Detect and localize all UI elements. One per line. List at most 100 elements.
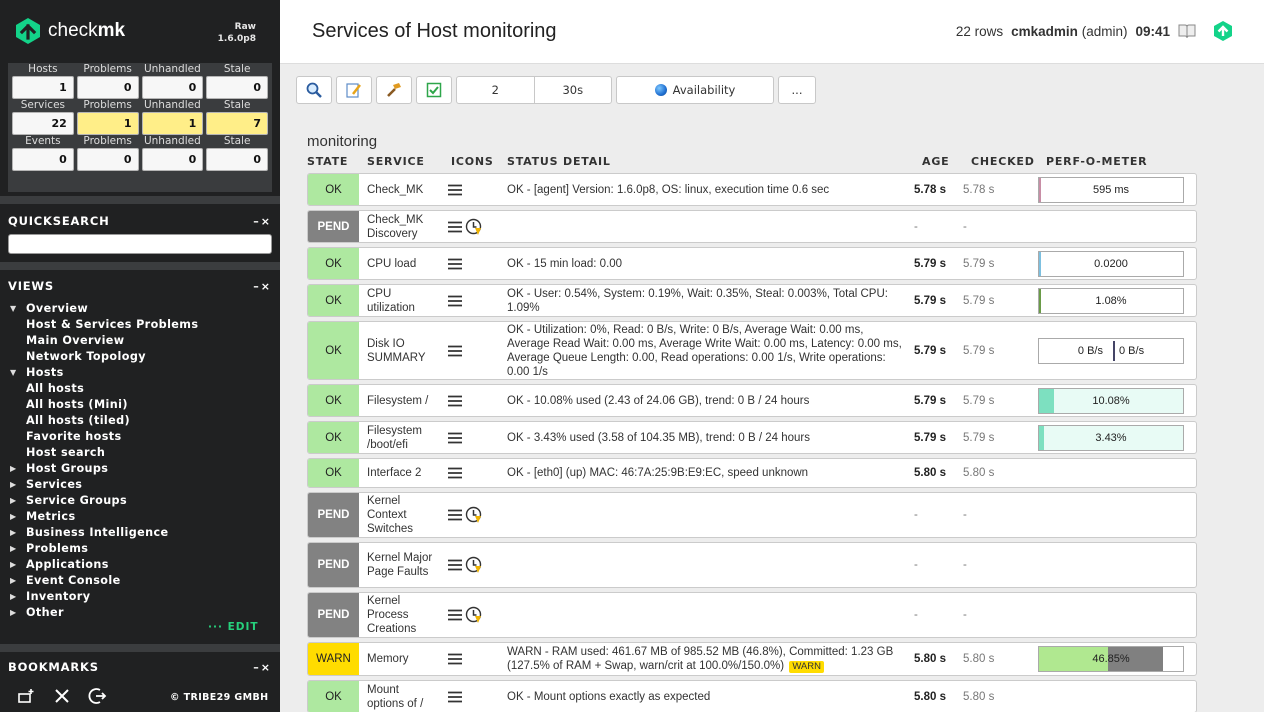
commands-button[interactable]	[376, 76, 412, 104]
menu-icon[interactable]	[447, 509, 463, 521]
views-folder[interactable]: ▶ Problems	[10, 541, 198, 557]
perf-o-meter[interactable]: 0 B/s 0 B/s	[1038, 337, 1184, 364]
service-name[interactable]: Mount options of /	[367, 683, 424, 710]
service-name[interactable]: Kernel Process Creations	[367, 595, 417, 635]
perf-o-meter[interactable]: 1.08%	[1038, 287, 1184, 314]
service-name[interactable]: CPU load	[367, 257, 417, 270]
service-name[interactable]: Kernel Major Page Faults	[367, 552, 433, 578]
stale-clock-icon[interactable]	[465, 218, 483, 236]
views-folder[interactable]: ▶ Business Intelligence	[10, 525, 198, 541]
views-link[interactable]: All hosts (tiled)	[26, 414, 131, 427]
menu-icon[interactable]	[447, 609, 463, 621]
stat-value[interactable]: 0	[206, 76, 268, 99]
stat-value[interactable]: 0	[76, 148, 139, 171]
stat-value[interactable]: 1	[141, 112, 204, 135]
views-folder[interactable]: ▶ Inventory	[10, 589, 198, 605]
stale-clock-icon[interactable]	[465, 606, 483, 624]
table-row[interactable]: OK CPU utilization OK - User: 0.54%, Sys…	[307, 284, 1197, 317]
col-age[interactable]: AGE	[922, 155, 950, 168]
service-name[interactable]: Check_MK	[367, 183, 424, 196]
table-row[interactable]: WARN Memory WARN - RAM used: 461.67 MB o…	[307, 642, 1197, 676]
snapin-controls[interactable]: –×	[253, 660, 272, 674]
service-name[interactable]: Filesystem /	[367, 394, 429, 407]
views-folder[interactable]: ▶ Other	[10, 605, 198, 621]
availability-button[interactable]: Availability	[616, 76, 774, 104]
search-button[interactable]	[296, 76, 332, 104]
service-name[interactable]: CPU utilization	[367, 287, 415, 314]
checkmk-logo[interactable]: checkmk	[14, 17, 125, 45]
checkbox-button[interactable]	[416, 76, 452, 104]
views-link[interactable]: All hosts	[26, 382, 85, 395]
checkmk-home-icon[interactable]	[1212, 20, 1234, 42]
menu-icon[interactable]	[447, 691, 463, 703]
col-state[interactable]: STATE	[307, 155, 349, 168]
table-row[interactable]: PEND Kernel Major Page Faults - -	[307, 542, 1197, 588]
user-info[interactable]: cmkadmin (admin)	[1011, 23, 1128, 39]
service-name[interactable]: Filesystem /boot/efi	[367, 424, 422, 451]
views-folder[interactable]: ▶ Services	[10, 477, 198, 493]
menu-icon[interactable]	[447, 432, 463, 444]
table-row[interactable]: OK CPU load OK - 15 min load: 0.00 5.79 …	[307, 247, 1197, 280]
table-row[interactable]: PEND Kernel Process Creations - -	[307, 592, 1197, 638]
stat-value[interactable]: 22	[12, 112, 74, 135]
views-folder[interactable]: ▶ Service Groups	[10, 493, 198, 509]
quicksearch-header[interactable]: QUICKSEARCH –×	[0, 212, 280, 230]
views-header[interactable]: VIEWS –×	[0, 277, 280, 295]
perf-o-meter[interactable]: 0.0200	[1038, 250, 1184, 277]
service-name[interactable]: Check_MK Discovery	[367, 213, 424, 240]
views-folder[interactable]: ▶ Applications	[10, 557, 198, 573]
col-service[interactable]: SERVICE	[367, 155, 425, 168]
views-link[interactable]: All hosts (Mini)	[26, 398, 128, 411]
views-folder[interactable]: ▼ Hosts	[10, 365, 198, 381]
views-link[interactable]: Host search	[26, 446, 106, 459]
quicksearch-input[interactable]	[8, 234, 272, 254]
col-perf-o-meter[interactable]: PERF-O-METER	[1046, 155, 1148, 168]
edit-view-button[interactable]	[336, 76, 372, 104]
bookmarks-header[interactable]: BOOKMARKS –×	[0, 658, 280, 676]
views-folder[interactable]: ▶ Host Groups	[10, 461, 198, 477]
menu-icon[interactable]	[447, 395, 463, 407]
stat-value[interactable]: 1	[76, 112, 139, 135]
more-button[interactable]: ...	[778, 76, 816, 104]
table-row[interactable]: OK Disk IO SUMMARY OK - Utilization: 0%,…	[307, 321, 1197, 380]
stale-clock-icon[interactable]	[465, 556, 483, 574]
configure-icon[interactable]	[52, 686, 72, 706]
perf-o-meter[interactable]: 46.85%	[1038, 646, 1184, 672]
stat-value[interactable]: 0	[76, 76, 139, 99]
table-row[interactable]: OK Filesystem / OK - 10.08% used (2.43 o…	[307, 384, 1197, 417]
service-name[interactable]: Interface 2	[367, 467, 422, 479]
stat-value[interactable]: 0	[12, 148, 74, 171]
perf-o-meter[interactable]: 10.08%	[1038, 387, 1184, 414]
snapin-controls[interactable]: –×	[253, 279, 272, 293]
col-status-detail[interactable]: STATUS DETAIL	[507, 155, 611, 168]
views-link[interactable]: Network Topology	[26, 350, 146, 363]
views-edit-link[interactable]: ··· EDIT	[208, 621, 259, 633]
menu-icon[interactable]	[447, 467, 463, 479]
table-row[interactable]: OK Interface 2 OK - [eth0] (up) MAC: 46:…	[307, 458, 1197, 488]
stat-value[interactable]: 0	[206, 148, 268, 171]
table-row[interactable]: PEND Kernel Context Switches - -	[307, 492, 1197, 538]
views-folder[interactable]: ▼ Overview	[10, 301, 198, 317]
stat-value[interactable]: 0	[141, 76, 204, 99]
views-folder[interactable]: ▶ Metrics	[10, 509, 198, 525]
stat-value[interactable]: 1	[12, 76, 74, 99]
views-link[interactable]: Main Overview	[26, 334, 125, 347]
views-link[interactable]: Host & Services Problems	[26, 318, 199, 331]
col-icons[interactable]: ICONS	[451, 155, 494, 168]
add-snapin-icon[interactable]	[16, 686, 36, 706]
table-row[interactable]: OK Filesystem /boot/efi OK - 3.43% used …	[307, 421, 1197, 454]
service-name[interactable]: Kernel Context Switches	[367, 495, 414, 535]
menu-icon[interactable]	[447, 295, 463, 307]
table-row[interactable]: OK Mount options of / OK - Mount options…	[307, 680, 1197, 712]
stat-value[interactable]: 0	[141, 148, 204, 171]
menu-icon[interactable]	[447, 221, 463, 233]
stale-clock-icon[interactable]	[465, 506, 483, 524]
logout-icon[interactable]	[88, 686, 108, 706]
menu-icon[interactable]	[447, 184, 463, 196]
book-icon[interactable]	[1178, 23, 1196, 39]
col-checked[interactable]: CHECKED	[971, 155, 1035, 168]
service-name[interactable]: Disk IO SUMMARY	[367, 337, 426, 364]
menu-icon[interactable]	[447, 345, 463, 357]
columns-selector[interactable]: 2	[491, 83, 499, 97]
perf-o-meter[interactable]: 595 ms	[1038, 176, 1184, 203]
